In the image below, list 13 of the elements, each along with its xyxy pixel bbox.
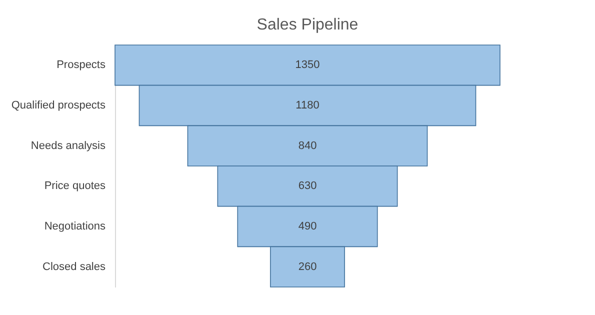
category-label: Closed sales (42, 260, 106, 273)
category-label: Needs analysis (30, 140, 106, 152)
data-label: 260 (298, 260, 317, 273)
category-label: Prospects (56, 59, 106, 72)
data-label: 1350 (295, 59, 320, 72)
data-label: 1180 (296, 100, 320, 112)
category-label: Negotiations (44, 220, 106, 232)
data-label: 630 (298, 180, 317, 192)
data-label: 490 (298, 220, 317, 232)
category-label: Qualified prospects (11, 100, 106, 112)
text: Sales Pipeline (256, 16, 358, 34)
category-label: Price quotes (44, 180, 106, 192)
data-label: 840 (298, 140, 317, 152)
